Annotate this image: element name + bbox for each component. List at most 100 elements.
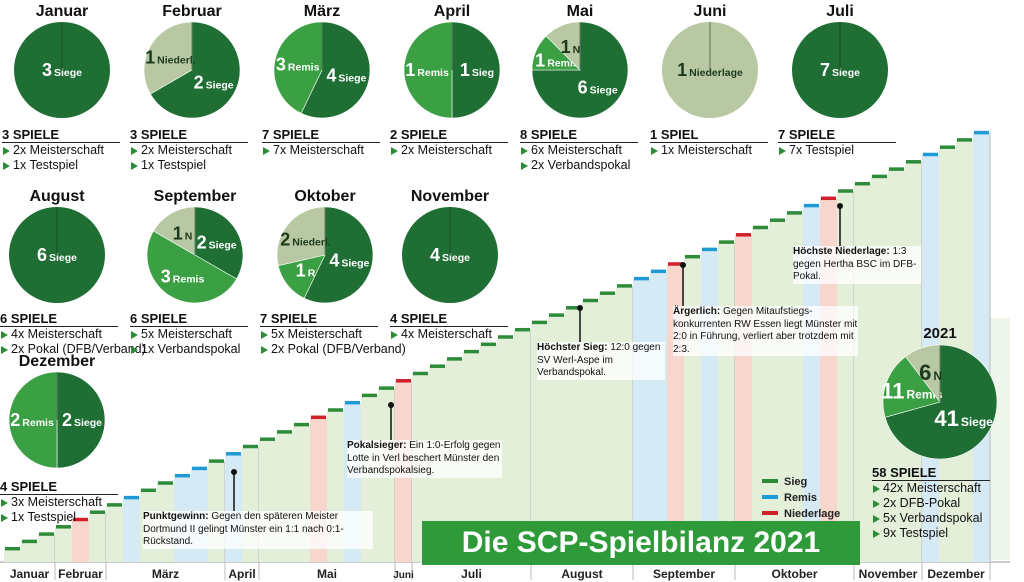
month-info: 6 SPIELE 5x Meisterschaft 1x Verbandspokal [130, 312, 248, 357]
result-band [837, 191, 854, 562]
result-band [820, 198, 837, 563]
pie-value: 41 [934, 406, 958, 431]
pie-value: 1 [535, 50, 545, 70]
annotation-dot [837, 203, 843, 209]
month-title: April [434, 3, 470, 20]
annotation-title: Pokalsieger: [347, 440, 407, 451]
pie-label: 3 Remis [276, 54, 320, 74]
pie-value: 3 [161, 267, 171, 287]
result-band [650, 271, 667, 562]
pie-slice [143, 21, 193, 95]
games-count: 6 SPIELE [0, 312, 118, 327]
pie-slice-label: Siege [74, 417, 102, 429]
pie-value: 1 [405, 60, 415, 80]
pie-value: 1 [677, 60, 687, 80]
games-count: 7 SPIELE [778, 128, 896, 143]
annotation: Pokalsieger: Ein 1:0-Erfolg gegen Lotte … [347, 440, 502, 478]
pie-slice [303, 206, 374, 304]
pie-slice-label: Siege [832, 67, 860, 79]
pie-slice-label: N [573, 44, 581, 56]
pie-slice [150, 21, 241, 119]
pie-label: 6 Siege [37, 245, 77, 265]
month-title: Januar [36, 3, 88, 20]
games-count: 3 SPIELE [2, 128, 120, 143]
annotation-title: Ärgerlich: [673, 306, 721, 317]
pie-slice-label: Siege [442, 252, 470, 264]
pie-slice-label: Siege [206, 79, 234, 91]
month-axis-label: Juli [461, 567, 482, 581]
pie-value: 2 [62, 410, 72, 430]
result-band [72, 519, 89, 562]
pie-slice-label: Siege [341, 258, 369, 270]
annotation-text: Ein 1:0-Erfolg gegen Lotte in Verl besch… [347, 440, 501, 476]
games-count: 4 SPIELE [0, 480, 118, 495]
title-banner: Die SCP-Spielbilanz 2021 [422, 521, 860, 565]
pie-slice-label: Sieg [472, 67, 494, 79]
month-title: Februar [162, 3, 222, 20]
pie-label: 2 Siege [194, 72, 234, 92]
result-band [854, 183, 871, 562]
pie-value: 2 [10, 410, 20, 430]
pie-slice [882, 356, 941, 418]
competition: 5x Verbandspokal [872, 511, 990, 526]
pie-slice-label: Siege [338, 73, 366, 85]
competition: 2x Meisterschaft [2, 143, 120, 158]
month-info: 6 SPIELE 4x Meisterschaft 2x Pokal (DFB/Ve… [0, 312, 146, 357]
pie-label: 2 Siege [197, 233, 237, 253]
month-axis-label: August [561, 567, 602, 581]
pie-slice [146, 230, 237, 304]
result-band [701, 249, 718, 562]
pie-label: 41 Siege [934, 406, 993, 431]
pie-value: 1 [561, 37, 571, 57]
competition: 4x Meisterschaft [0, 327, 146, 342]
annotation-dot [388, 402, 394, 408]
pie-slice [273, 21, 323, 114]
pie-value: 11 [881, 379, 904, 404]
pie-value: 7 [820, 60, 830, 80]
legend-label: Niederlage [784, 508, 840, 520]
pie-label: 4 Siege [326, 66, 366, 86]
month-title: September [154, 188, 237, 205]
month-info: 4 SPIELE 4x Meisterschaft [390, 312, 508, 342]
month-title: Mai [567, 3, 594, 20]
result-band [786, 212, 803, 562]
month-axis-label: März [152, 567, 179, 581]
games-count: 6 SPIELE [130, 312, 248, 327]
pie-slice [451, 21, 501, 119]
pie-label: 2 Siege [62, 410, 102, 430]
month-title: Dezember [19, 353, 95, 370]
pie-label: 1 Sieg [460, 60, 494, 80]
result-band [497, 337, 514, 562]
games-count: 7 SPIELE [260, 312, 378, 327]
games-count: 3 SPIELE [130, 128, 248, 143]
pie-label: 1 Remis [405, 60, 449, 80]
month-title: Juli [826, 3, 854, 20]
pie-label: 1 Niederl. [145, 48, 196, 68]
pie-slice-label: Remis [417, 67, 449, 79]
pie-slice-label: Remis [288, 61, 320, 73]
pie-slice-label: Remis [173, 274, 205, 286]
competition: 2x DFB-Pokal [872, 496, 990, 511]
result-band [684, 256, 701, 562]
competition: 5x Meisterschaft [260, 327, 406, 342]
legend-label: Sieg [784, 476, 807, 488]
pie-slice-label: N [933, 369, 942, 383]
competition: 1x Meisterschaft [650, 143, 768, 158]
result-band [633, 278, 650, 562]
pie-slice-label: Niederlage [689, 67, 743, 79]
month-info: 8 SPIELE 6x Meisterschaft 2x Verbandspokal [520, 128, 638, 173]
competition: 3x Meisterschaft [0, 495, 118, 510]
competition: 7x Testspiel [778, 143, 896, 158]
pie-slice [56, 371, 106, 469]
month-info: 3 SPIELE 2x Meisterschaft 1x Testspiel [2, 128, 120, 173]
pie-slice [300, 21, 371, 119]
pie-slice-label: Siege [590, 85, 618, 97]
annotation-text: Gegen den späteren Meister Dortmund II g… [143, 511, 344, 547]
pie-slice-label: Siege [961, 415, 993, 429]
pie-slice [153, 206, 196, 256]
month-axis-label: September [653, 567, 715, 581]
result-band [514, 329, 531, 562]
